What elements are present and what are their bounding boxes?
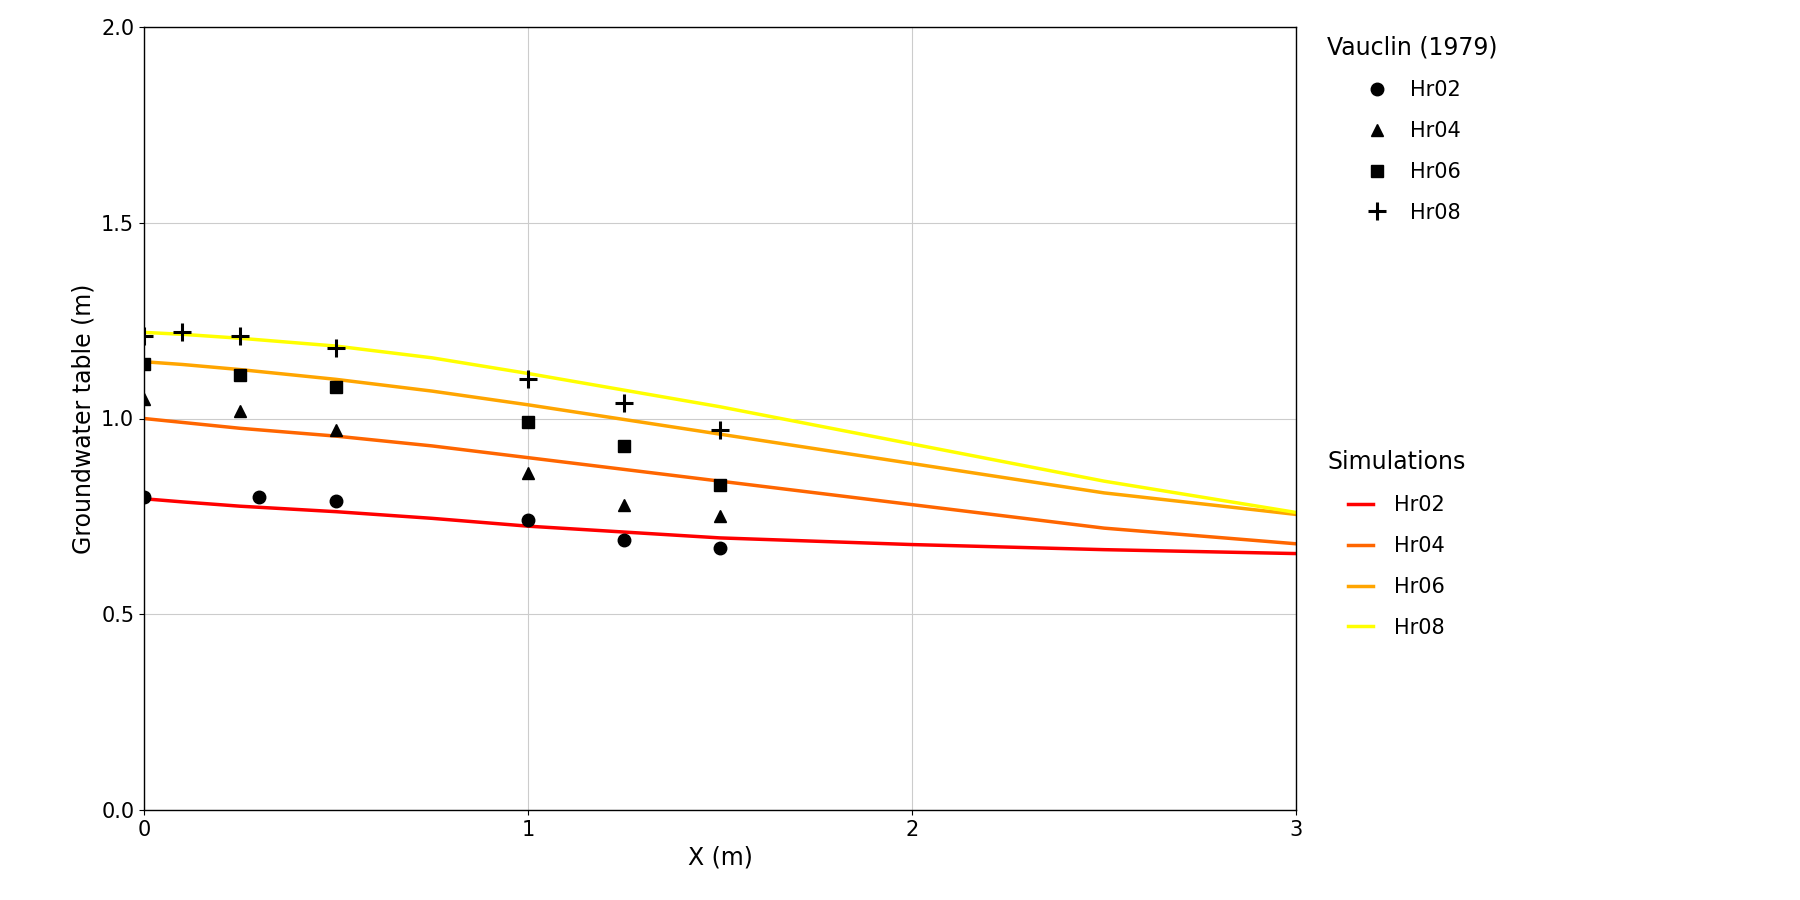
Y-axis label: Groundwater table (m): Groundwater table (m) (72, 284, 95, 554)
Legend: Hr02, Hr04, Hr06, Hr08: Hr02, Hr04, Hr06, Hr08 (1319, 442, 1474, 646)
X-axis label: X (m): X (m) (688, 845, 752, 869)
